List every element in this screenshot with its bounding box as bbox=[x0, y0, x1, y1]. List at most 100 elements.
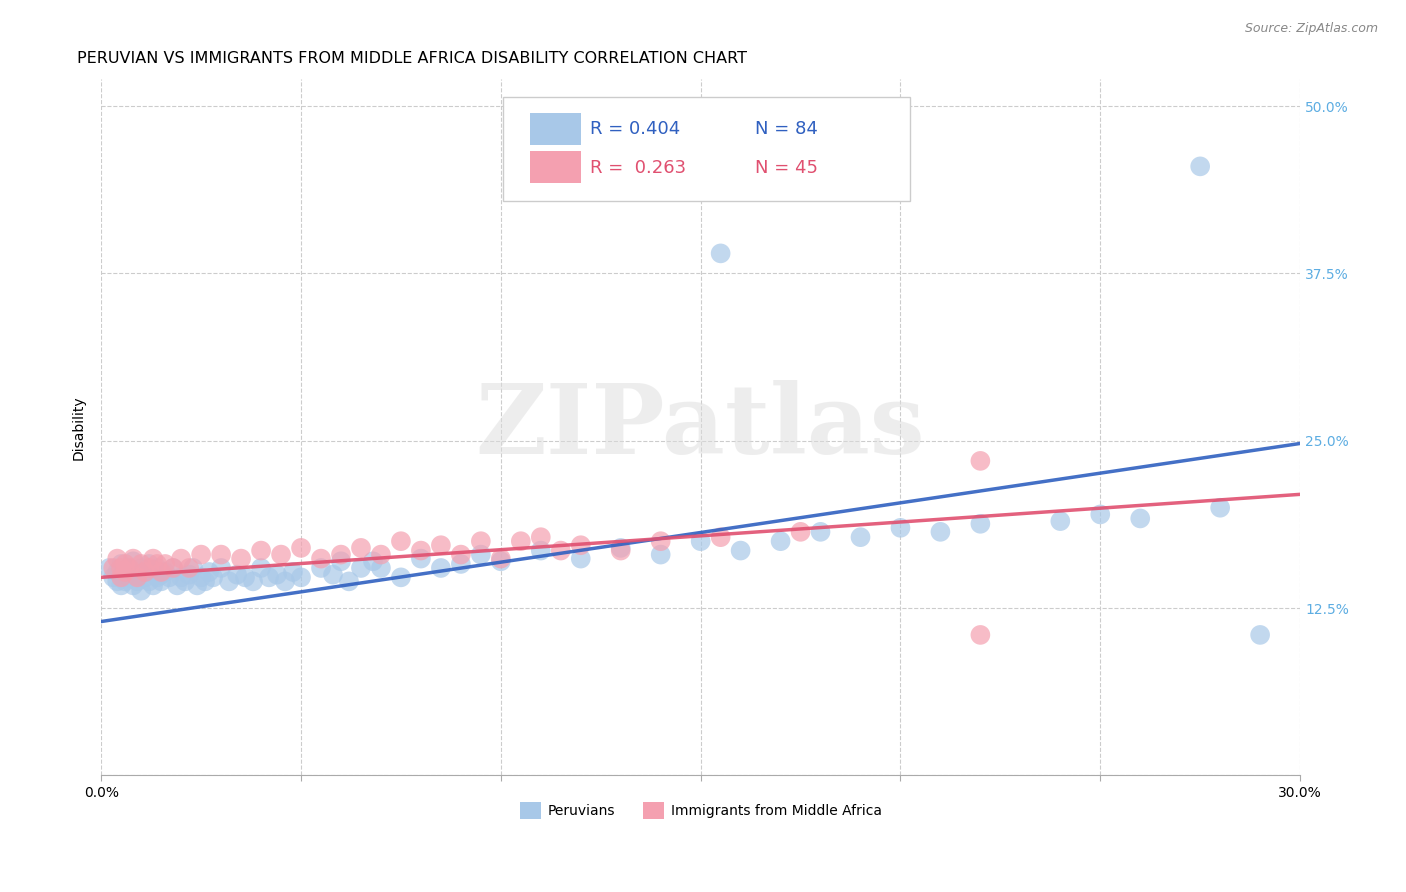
Point bbox=[489, 551, 512, 566]
Point bbox=[129, 557, 152, 571]
Point bbox=[650, 534, 672, 549]
Point bbox=[170, 551, 193, 566]
Point bbox=[162, 561, 184, 575]
Point bbox=[430, 561, 453, 575]
Text: ZIPatlas: ZIPatlas bbox=[475, 380, 925, 475]
Point bbox=[569, 551, 592, 566]
Point bbox=[969, 628, 991, 642]
Point bbox=[1090, 508, 1112, 522]
Point bbox=[309, 561, 332, 575]
Point bbox=[110, 570, 132, 584]
Point bbox=[1209, 500, 1232, 515]
Point bbox=[1129, 511, 1152, 525]
Point bbox=[174, 574, 197, 589]
Text: R =  0.263: R = 0.263 bbox=[591, 159, 686, 177]
Point bbox=[229, 551, 252, 566]
Point bbox=[530, 543, 553, 558]
Point bbox=[114, 567, 136, 582]
Point bbox=[146, 561, 169, 575]
Point bbox=[138, 574, 160, 589]
Point bbox=[929, 524, 952, 539]
Point bbox=[209, 548, 232, 562]
Point bbox=[710, 246, 733, 260]
Point bbox=[186, 578, 208, 592]
Point bbox=[242, 574, 264, 589]
Point bbox=[179, 561, 201, 575]
Point bbox=[150, 574, 173, 589]
Point bbox=[337, 574, 360, 589]
Point bbox=[166, 578, 188, 592]
Text: N = 45: N = 45 bbox=[755, 159, 818, 177]
Text: PERUVIAN VS IMMIGRANTS FROM MIDDLE AFRICA DISABILITY CORRELATION CHART: PERUVIAN VS IMMIGRANTS FROM MIDDLE AFRIC… bbox=[77, 51, 747, 66]
Point bbox=[162, 561, 184, 575]
Point bbox=[153, 557, 176, 571]
Point bbox=[250, 561, 273, 575]
Point bbox=[330, 548, 353, 562]
Point bbox=[202, 570, 225, 584]
Point bbox=[270, 548, 292, 562]
Point bbox=[569, 538, 592, 552]
Point bbox=[710, 530, 733, 544]
Point bbox=[134, 565, 156, 579]
Point bbox=[849, 530, 872, 544]
Point bbox=[409, 543, 432, 558]
Point bbox=[361, 554, 384, 568]
FancyBboxPatch shape bbox=[530, 151, 581, 183]
Point bbox=[309, 551, 332, 566]
Text: R = 0.404: R = 0.404 bbox=[591, 120, 681, 138]
Point bbox=[181, 561, 204, 575]
Point bbox=[470, 534, 492, 549]
Point bbox=[122, 554, 145, 568]
Point bbox=[290, 570, 312, 584]
Point bbox=[190, 570, 212, 584]
Point bbox=[153, 565, 176, 579]
Text: N = 84: N = 84 bbox=[755, 120, 817, 138]
Point bbox=[127, 574, 149, 589]
Point bbox=[150, 565, 173, 579]
Point bbox=[550, 543, 572, 558]
Point bbox=[142, 551, 165, 566]
Point bbox=[370, 548, 392, 562]
Point bbox=[290, 541, 312, 555]
Point bbox=[470, 548, 492, 562]
Point bbox=[122, 551, 145, 566]
Point bbox=[127, 567, 149, 582]
Point bbox=[138, 557, 160, 571]
Point bbox=[409, 551, 432, 566]
Point bbox=[138, 561, 160, 575]
Point bbox=[142, 578, 165, 592]
Point bbox=[250, 543, 273, 558]
Point bbox=[233, 570, 256, 584]
Point bbox=[609, 541, 631, 555]
Point bbox=[157, 570, 180, 584]
Point bbox=[146, 557, 169, 571]
Point bbox=[110, 578, 132, 592]
Point bbox=[530, 530, 553, 544]
Point bbox=[129, 561, 152, 575]
Point bbox=[650, 548, 672, 562]
Point bbox=[110, 557, 132, 571]
Point bbox=[1249, 628, 1271, 642]
Point bbox=[730, 543, 752, 558]
Text: Source: ZipAtlas.com: Source: ZipAtlas.com bbox=[1244, 22, 1378, 36]
Point bbox=[450, 548, 472, 562]
Point bbox=[103, 570, 125, 584]
Point bbox=[1189, 160, 1212, 174]
Point bbox=[389, 570, 412, 584]
Point bbox=[281, 565, 304, 579]
FancyBboxPatch shape bbox=[503, 96, 911, 202]
Point bbox=[150, 567, 173, 582]
Point bbox=[122, 578, 145, 592]
Point bbox=[430, 538, 453, 552]
Point bbox=[609, 543, 631, 558]
Y-axis label: Disability: Disability bbox=[72, 395, 86, 459]
Point bbox=[789, 524, 811, 539]
Point bbox=[103, 561, 125, 575]
Point bbox=[350, 561, 373, 575]
Point bbox=[257, 570, 280, 584]
Point bbox=[330, 554, 353, 568]
Legend: Peruvians, Immigrants from Middle Africa: Peruvians, Immigrants from Middle Africa bbox=[515, 797, 887, 824]
Point bbox=[350, 541, 373, 555]
Point bbox=[769, 534, 792, 549]
Point bbox=[170, 570, 193, 584]
